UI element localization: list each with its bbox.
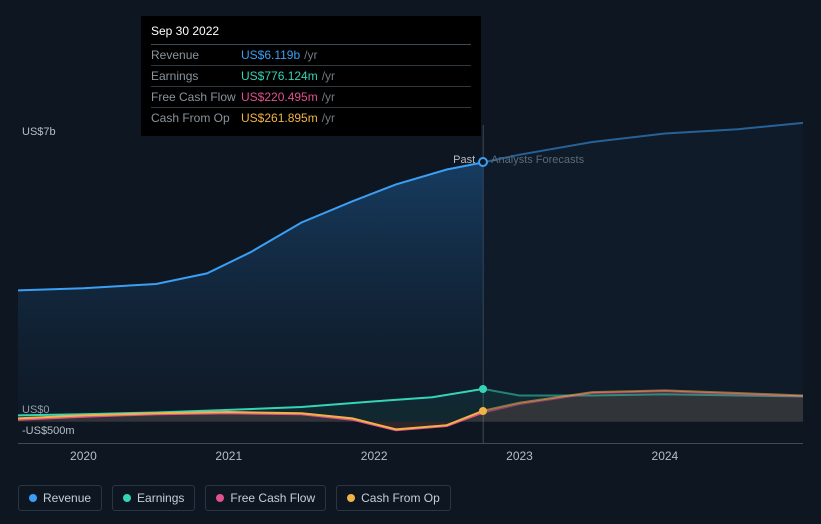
tooltip-row-unit: /yr <box>322 90 335 104</box>
legend-item-cfo[interactable]: Cash From Op <box>336 485 451 511</box>
legend-label: Cash From Op <box>361 491 440 505</box>
tooltip-row-value: US$220.495m <box>241 90 318 104</box>
hover-marker-earnings <box>479 385 487 393</box>
tooltip-row-label: Cash From Op <box>151 111 241 125</box>
legend-label: Earnings <box>137 491 184 505</box>
x-tick-2020: 2020 <box>70 449 97 463</box>
tooltip-row-value: US$6.119b <box>241 48 300 62</box>
legend: Revenue Earnings Free Cash Flow Cash From O… <box>18 485 451 511</box>
tooltip-row-0: RevenueUS$6.119b/yr <box>151 45 471 66</box>
tooltip-row-2: Free Cash FlowUS$220.495m/yr <box>151 87 471 108</box>
tooltip-row-label: Revenue <box>151 48 241 62</box>
tooltip-date: Sep 30 2022 <box>151 24 471 45</box>
legend-label: Free Cash Flow <box>230 491 315 505</box>
legend-item-fcf[interactable]: Free Cash Flow <box>205 485 326 511</box>
split-label-past: Past <box>453 154 475 166</box>
hover-marker-cfo <box>479 407 487 415</box>
tooltip-row-label: Free Cash Flow <box>151 90 241 104</box>
tooltip-row-unit: /yr <box>322 69 335 83</box>
hover-marker-revenue <box>478 157 488 167</box>
legend-swatch-earnings <box>123 494 131 502</box>
x-tick-2022: 2022 <box>361 449 388 463</box>
x-tick-2024: 2024 <box>652 449 679 463</box>
split-label-forecast: Analysts Forecasts <box>491 154 584 166</box>
x-tick-2023: 2023 <box>506 449 533 463</box>
legend-swatch-revenue <box>29 494 37 502</box>
x-tick-2021: 2021 <box>215 449 242 463</box>
legend-swatch-fcf <box>216 494 224 502</box>
tooltip-row-label: Earnings <box>151 69 241 83</box>
legend-label: Revenue <box>43 491 91 505</box>
tooltip-panel: Sep 30 2022 RevenueUS$6.119b/yrEarningsU… <box>141 16 481 136</box>
tooltip-row-value: US$776.124m <box>241 69 318 83</box>
tooltip-row-value: US$261.895m <box>241 111 318 125</box>
legend-item-revenue[interactable]: Revenue <box>18 485 102 511</box>
tooltip-row-3: Cash From OpUS$261.895m/yr <box>151 108 471 128</box>
x-axis-line <box>18 443 803 444</box>
tooltip-row-unit: /yr <box>304 48 317 62</box>
legend-swatch-cfo <box>347 494 355 502</box>
tooltip-row-unit: /yr <box>322 111 335 125</box>
tooltip-row-1: EarningsUS$776.124m/yr <box>151 66 471 87</box>
legend-item-earnings[interactable]: Earnings <box>112 485 195 511</box>
